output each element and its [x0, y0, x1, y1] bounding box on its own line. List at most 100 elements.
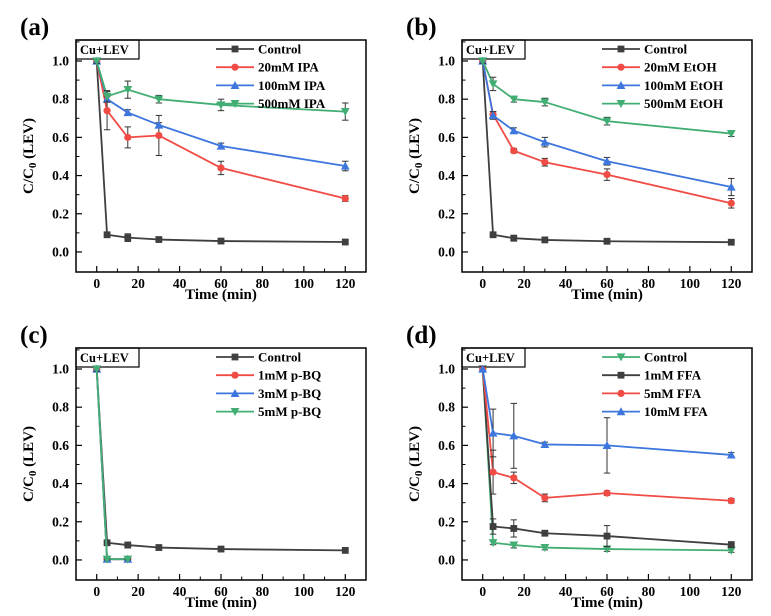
annotation-box [75, 347, 140, 368]
marker-circle [510, 474, 518, 482]
marker-circle [124, 133, 132, 141]
marker-circle [603, 489, 611, 497]
y-tick-label: 1.0 [438, 54, 455, 69]
series-line [481, 60, 732, 244]
marker-square [155, 236, 163, 243]
series-line [95, 368, 128, 561]
legend-label: 500mM IPA [258, 96, 326, 111]
marker-square [489, 523, 497, 530]
marker-triangle-up [230, 389, 240, 397]
marker-triangle-up [616, 81, 626, 89]
x-tick-label: 100 [680, 276, 701, 291]
legend-item: 20mM IPA [216, 60, 319, 75]
marker-triangle-down [123, 555, 133, 564]
marker-triangle-up [340, 161, 350, 170]
legend-label: 10mM FFA [644, 404, 708, 419]
marker-triangle-down [102, 555, 112, 564]
series-500mm-etoh [478, 57, 736, 138]
marker-triangle-up [602, 440, 612, 449]
marker-triangle-down [340, 108, 350, 117]
marker-triangle-up [509, 126, 519, 135]
x-tick-label: 20 [131, 584, 145, 599]
series-line [95, 60, 346, 243]
y-tick-label: 0.0 [438, 244, 455, 259]
marker-circle [727, 199, 735, 207]
marker-square [541, 236, 549, 244]
chart-b-etoh-scavenger: (b) 0 20 40 60 80 100 120 0.0 0.2 0.4 0.6 0.8 1.0 Time… [406, 14, 753, 303]
marker-square [124, 541, 132, 549]
panel-label: (b) [406, 14, 437, 41]
legend-item: 5mM FFA [602, 386, 702, 401]
legend-item: 1mM FFA [602, 368, 702, 383]
x-tick-label: 60 [214, 276, 228, 291]
y-tick-label: 0.0 [52, 552, 69, 567]
legend-label: 100mM IPA [258, 78, 326, 93]
marker-square [231, 45, 239, 53]
legend: Control 20mM IPA 100mM IPA 500mM IPA [216, 42, 326, 111]
y-axis-title: C/C0 (LEV) [21, 426, 39, 502]
legend-label: 20mM EtOH [644, 60, 717, 75]
legend-label: Control [258, 42, 301, 57]
x-tick-label: 80 [256, 276, 270, 291]
x-tick-label: 0 [93, 584, 100, 599]
marker-square [231, 353, 239, 361]
marker-triangle-up [478, 364, 488, 373]
x-axis-title: Time (min) [185, 595, 257, 611]
marker-triangle-up [540, 440, 550, 449]
marker-circle [617, 389, 625, 397]
legend: Control 20mM EtOH 100mM EtOH 500mM EtOH [602, 42, 723, 111]
x-tick-label: 0 [479, 584, 486, 599]
legend-label: Control [644, 350, 687, 365]
x-tick-label: 40 [173, 584, 187, 599]
panel-label: (d) [406, 322, 437, 349]
marker-triangle-up [540, 137, 550, 146]
marker-square [727, 541, 735, 549]
marker-triangle-down [726, 129, 736, 138]
marker-square [489, 231, 497, 239]
series-10mm-ffa [478, 364, 736, 474]
marker-circle [617, 63, 625, 71]
marker-triangle-up [123, 108, 133, 117]
marker-square [617, 371, 625, 379]
panel-label: (c) [20, 322, 48, 349]
marker-square [341, 547, 349, 554]
annotation-label: Cu+LEV [80, 43, 129, 57]
y-axis-title: C/C0 (LEV) [407, 426, 425, 502]
y-axis-title: C/C0 (LEV) [407, 118, 425, 194]
marker-triangle-up [726, 182, 736, 191]
legend-label: Control [258, 350, 301, 365]
marker-circle [155, 131, 163, 140]
marker-square [603, 237, 611, 245]
legend-label: Control [644, 42, 687, 57]
legend-item: 500mM IPA [216, 96, 326, 111]
series-control [93, 57, 349, 246]
panel-b: (b) 0 20 40 60 80 100 120 0.0 0.2 0.4 0.6 0.8 1.0 Time… [386, 4, 771, 304]
annotation-label: Cu+LEV [80, 351, 129, 365]
marker-triangle-up [154, 120, 164, 129]
marker-circle [231, 371, 239, 379]
marker-square [603, 532, 611, 540]
series-5mm-p-bq [92, 365, 133, 564]
marker-square [217, 545, 225, 553]
annotation-box [461, 347, 526, 368]
legend-item: 1mM p-BQ [216, 368, 321, 383]
y-tick-label: 0.2 [438, 514, 455, 529]
y-tick-label: 0.2 [52, 514, 69, 529]
legend-item: 20mM EtOH [602, 60, 717, 75]
marker-square [727, 238, 735, 246]
x-tick-label: 20 [517, 584, 531, 599]
x-tick-label: 120 [335, 584, 356, 599]
legend-item: Control [602, 42, 687, 57]
marker-triangle-down [92, 57, 102, 66]
legend: Control 1mM FFA 5mM FFA 10mM FFA [602, 350, 708, 419]
marker-triangle-up [230, 81, 240, 89]
marker-square [217, 237, 225, 245]
x-tick-label: 100 [294, 276, 315, 291]
annotation-label: Cu+LEV [466, 351, 515, 365]
y-tick-label: 0.6 [438, 438, 455, 453]
legend-item: Control [602, 350, 687, 365]
marker-square [341, 238, 349, 246]
marker-triangle-down [616, 353, 626, 362]
legend-label: 3mM p-BQ [258, 386, 321, 401]
series-line [481, 368, 732, 456]
